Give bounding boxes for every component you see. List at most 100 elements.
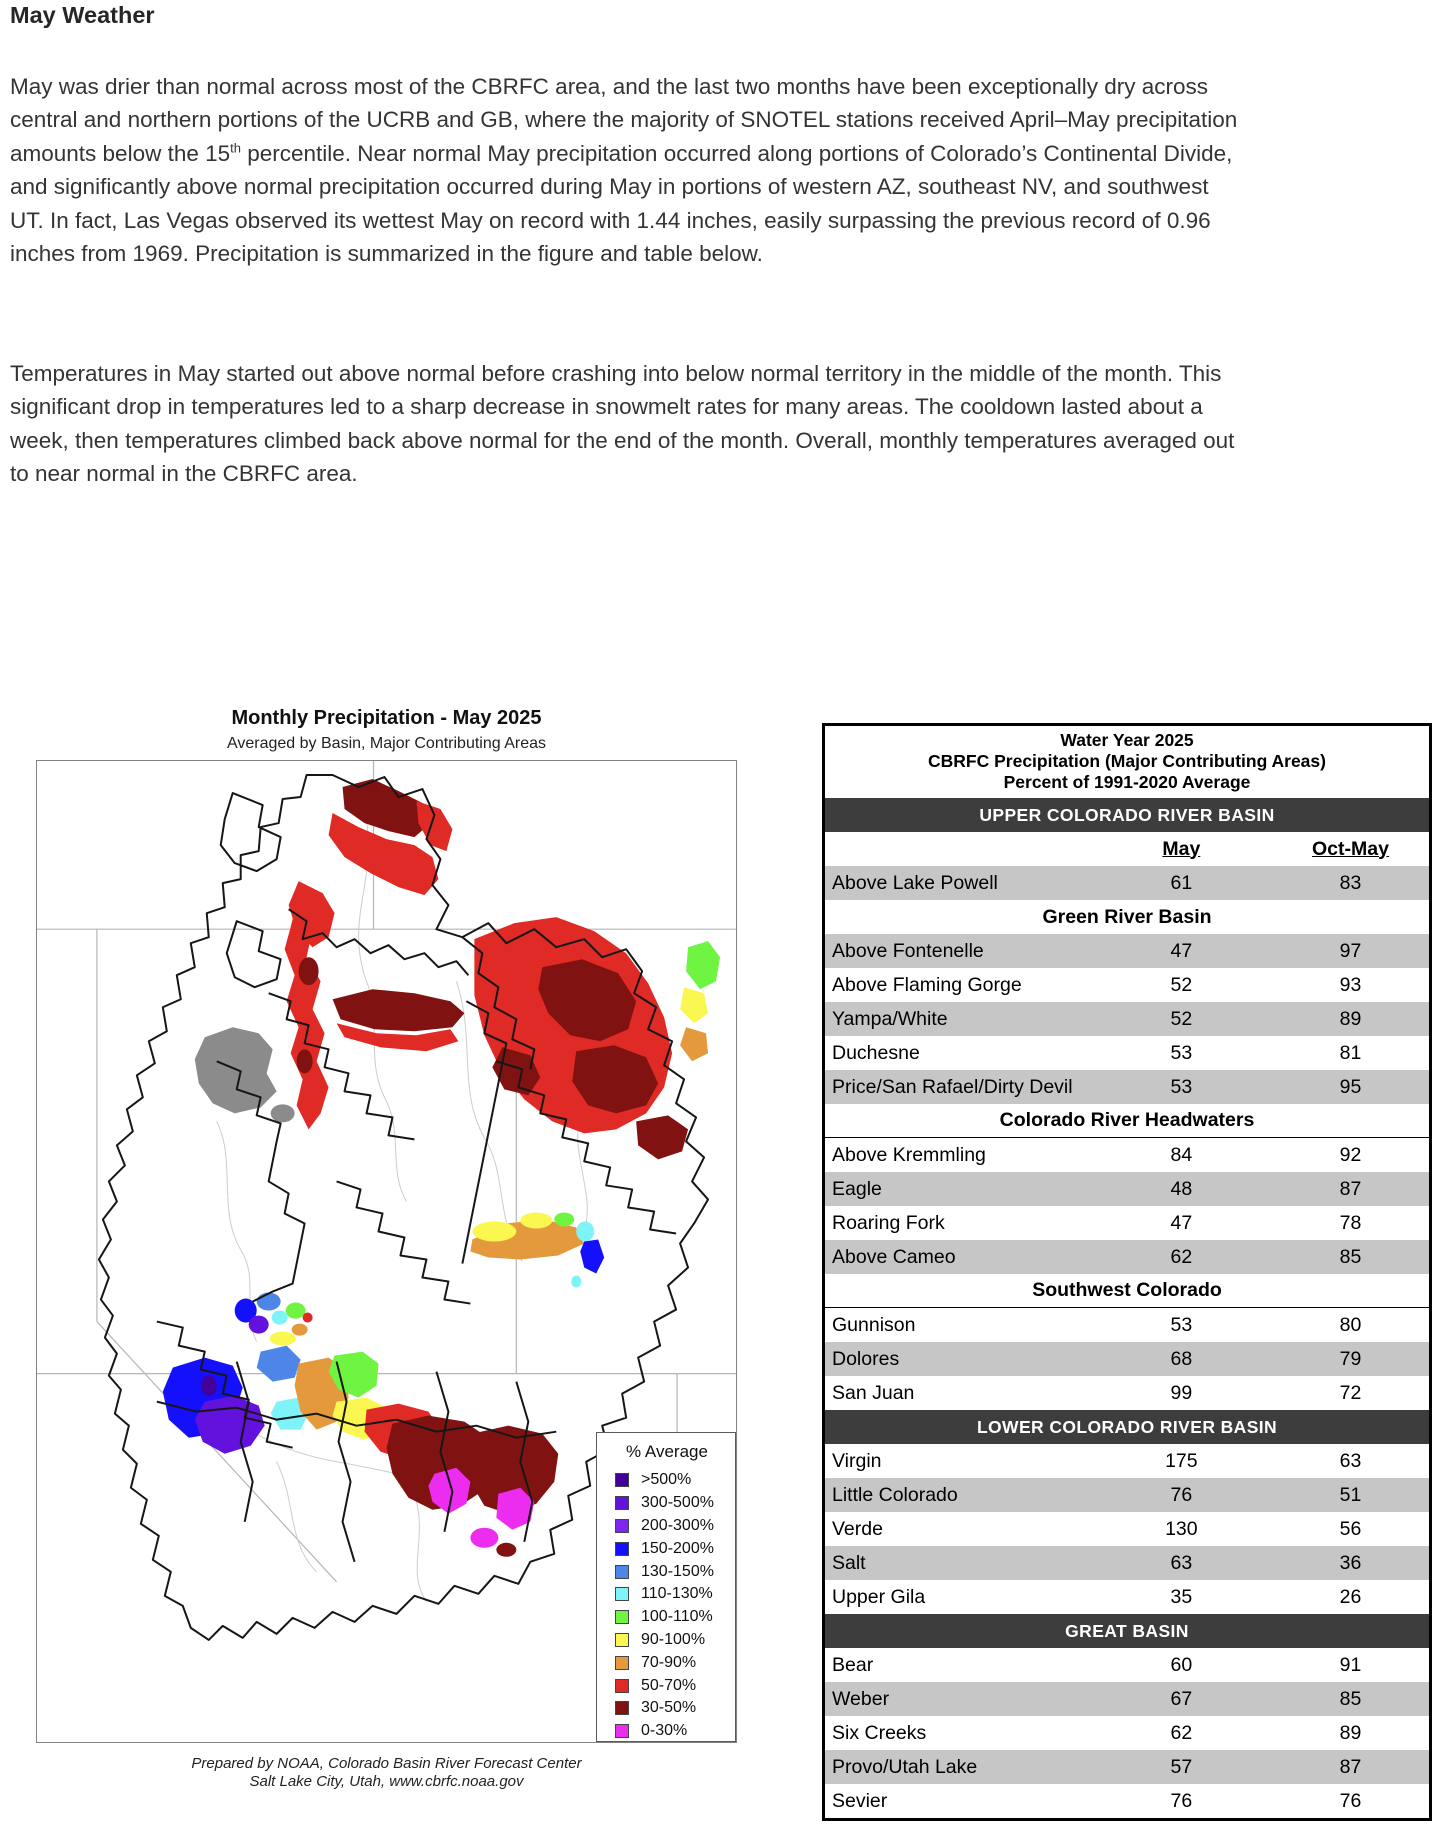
legend-swatch: [615, 1724, 629, 1739]
octmay-value: 91: [1339, 1653, 1362, 1676]
legend-swatch: [615, 1564, 629, 1579]
may-value: 67: [1170, 1687, 1193, 1710]
map-subtitle: Averaged by Basin, Major Contributing Ar…: [227, 735, 546, 752]
legend-item: >500%: [607, 1469, 735, 1492]
map-caption-line1: Prepared by NOAA, Colorado Basin River F…: [191, 1755, 582, 1772]
table-title: Water Year 2025 CBRFC Precipitation (Maj…: [825, 726, 1429, 798]
octmay-value: 87: [1339, 1177, 1362, 1200]
octmay-value: 78: [1339, 1211, 1362, 1234]
legend-item: 50-70%: [607, 1674, 735, 1697]
legend-swatch: [615, 1610, 629, 1625]
row-label: Above Cameo: [832, 1245, 956, 1268]
may-value: 57: [1170, 1755, 1193, 1778]
octmay-value: 80: [1339, 1313, 1362, 1336]
row-label: Roaring Fork: [832, 1211, 945, 1234]
table-row: Eagle 48 87: [825, 1172, 1429, 1206]
may-value: 35: [1170, 1585, 1193, 1608]
table-section-band: LOWER COLORADO RIVER BASIN: [825, 1410, 1429, 1444]
octmay-value: 81: [1339, 1041, 1362, 1064]
octmay-value: 85: [1339, 1245, 1362, 1268]
column-header-octmay: Oct-May: [1311, 837, 1389, 860]
octmay-value: 51: [1339, 1483, 1362, 1506]
octmay-value: 95: [1339, 1075, 1362, 1098]
legend-swatch: [615, 1678, 629, 1693]
legend-label: 150-200%: [641, 1539, 714, 1557]
legend-item: 70-90%: [607, 1651, 735, 1674]
legend-items: >500% 300-500% 200-300% 150-200% 130-150% 110…: [607, 1469, 735, 1743]
octmay-value: 93: [1339, 973, 1362, 996]
row-label: Dolores: [832, 1347, 900, 1370]
table-row: Price/San Rafael/Dirty Devil 53 95: [825, 1070, 1429, 1104]
row-label: Price/San Rafael/Dirty Devil: [832, 1075, 1073, 1098]
octmay-value: 26: [1339, 1585, 1362, 1608]
table-section-band: GREAT BASIN: [825, 1614, 1429, 1648]
legend-label: 90-100%: [641, 1630, 706, 1648]
table-row: Above Lake Powell 61 83: [825, 866, 1429, 900]
row-label: Above Flaming Gorge: [832, 973, 1022, 996]
legend-label: 100-110%: [641, 1608, 713, 1626]
table-row: Gunnison 53 80: [825, 1308, 1429, 1342]
table-row: Above Kremmling 84 92: [825, 1138, 1429, 1172]
legend-swatch: [615, 1655, 629, 1670]
legend-label: 130-150%: [641, 1562, 714, 1580]
may-value: 53: [1170, 1313, 1193, 1336]
row-label: Above Lake Powell: [832, 871, 998, 894]
legend-item: 130-150%: [607, 1560, 735, 1583]
row-label: Duchesne: [832, 1041, 920, 1064]
legend-label: 70-90%: [641, 1653, 697, 1671]
row-label: Yampa/White: [832, 1007, 948, 1030]
table-row: Six Creeks 62 89: [825, 1716, 1429, 1750]
row-label: Upper Gila: [832, 1585, 926, 1608]
page-title: May Weather: [10, 2, 155, 28]
precip-map-image: [37, 761, 736, 1742]
row-label: Above Kremmling: [832, 1143, 986, 1166]
table-row: Roaring Fork 47 78: [825, 1206, 1429, 1240]
table-row: Weber 67 85: [825, 1682, 1429, 1716]
may-value: 60: [1170, 1653, 1193, 1676]
octmay-value: 92: [1339, 1143, 1362, 1166]
row-label: Little Colorado: [832, 1483, 958, 1506]
precip-map: % Average >500% 300-500% 200-300% 150-200% 1…: [36, 760, 737, 1743]
may-value: 62: [1170, 1721, 1193, 1744]
octmay-value: 85: [1339, 1687, 1362, 1710]
legend-item: 100-110%: [607, 1606, 735, 1629]
paragraph-may-precip: May was drier than normal across most of…: [10, 70, 1243, 270]
may-value: 47: [1170, 939, 1193, 962]
row-label: Six Creeks: [832, 1721, 927, 1744]
row-label: Above Fontenelle: [832, 939, 984, 962]
may-value: 99: [1170, 1381, 1193, 1404]
table-column-header-row: May Oct-May: [825, 832, 1429, 866]
paragraph-may-temps: Temperatures in May started out above no…: [10, 361, 1235, 487]
row-label: Virgin: [832, 1449, 882, 1472]
table-row: Upper Gila 35 26: [825, 1580, 1429, 1614]
legend-label: 30-50%: [641, 1699, 697, 1717]
table-row: Above Flaming Gorge 52 93: [825, 968, 1429, 1002]
row-label: Gunnison: [832, 1313, 916, 1336]
table-row: Yampa/White 52 89: [825, 1002, 1429, 1036]
table-title-line3: Percent of 1991-2020 Average: [1003, 772, 1251, 792]
paragraph-1-text: May was drier than normal across most of…: [10, 74, 1238, 166]
octmay-value: 83: [1339, 871, 1362, 894]
table-section-band: UPPER COLORADO RIVER BASIN: [825, 798, 1429, 832]
legend-swatch: [615, 1632, 629, 1647]
legend-item: 0-30%: [607, 1720, 735, 1743]
legend-swatch: [615, 1541, 629, 1556]
table-row: Duchesne 53 81: [825, 1036, 1429, 1070]
octmay-value: 79: [1339, 1347, 1362, 1370]
legend-title: % Average: [626, 1442, 708, 1461]
may-value: 62: [1170, 1245, 1193, 1268]
column-header-may: May: [1162, 837, 1201, 860]
table-row: Virgin 175 63: [825, 1444, 1429, 1478]
table-subheader: Green River Basin: [1042, 905, 1212, 928]
may-value: 53: [1170, 1075, 1193, 1098]
legend-label: 200-300%: [641, 1516, 714, 1534]
row-label: Provo/Utah Lake: [832, 1755, 978, 1778]
row-label: San Juan: [832, 1381, 915, 1404]
octmay-value: 89: [1339, 1721, 1362, 1744]
table-row: Above Cameo 62 85: [825, 1240, 1429, 1274]
legend-item: 30-50%: [607, 1697, 735, 1720]
legend-label: 300-500%: [641, 1494, 714, 1512]
ordinal-superscript: th: [230, 140, 241, 156]
row-label: Weber: [832, 1687, 890, 1710]
legend-swatch: [615, 1496, 629, 1511]
